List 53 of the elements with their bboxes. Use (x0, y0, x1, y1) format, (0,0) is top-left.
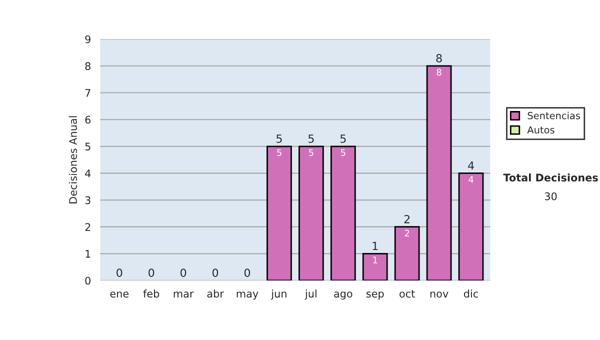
x-tick-label: abr (207, 290, 224, 298)
legend-label: Autos (527, 126, 554, 134)
y-tick-label: 0 (85, 276, 90, 285)
x-tick-label: feb (143, 290, 160, 298)
y-tick-label: 4 (85, 170, 91, 178)
total-label: 0 (180, 268, 186, 278)
bar (266, 146, 292, 280)
x-tick-label: ene (110, 292, 129, 298)
total-label: 0 (212, 268, 218, 278)
legend-label: Sentencias (528, 112, 580, 120)
x-tick-label: nov (430, 292, 448, 298)
x-tick-label: ago (334, 292, 352, 300)
data-label: 5 (309, 149, 314, 156)
y-tick-label: 2 (85, 223, 90, 231)
data-label: 1 (373, 256, 378, 264)
bar (298, 146, 324, 280)
x-tick-label: mar (174, 292, 194, 298)
total-label: 8 (436, 54, 442, 62)
total-label: 0 (244, 268, 250, 278)
total-label: 4 (468, 161, 474, 170)
y-axis-title: Decisiones Anual (68, 116, 77, 204)
bar (330, 146, 356, 280)
bar (426, 65, 452, 280)
x-tick-label: dic (464, 290, 478, 298)
x-tick-label: may (236, 292, 258, 300)
total-label: 5 (276, 134, 282, 143)
total-label: 0 (148, 268, 154, 278)
bar (458, 172, 484, 280)
total-label: 5 (340, 134, 346, 143)
y-tick-label: 6 (85, 116, 91, 124)
x-tick-label: jun (270, 290, 286, 300)
total-label: 2 (404, 214, 410, 224)
x-tick-label: oct (400, 290, 415, 298)
y-tick-label: 7 (85, 89, 90, 97)
x-tick-label: sep (366, 292, 384, 300)
data-label: 5 (340, 149, 346, 156)
total-label: 5 (308, 134, 314, 143)
total-label: 1 (372, 242, 378, 250)
data-label: 5 (277, 149, 282, 156)
bar (362, 252, 388, 280)
text: Total Decisiones (503, 173, 598, 182)
y-tick-label: 9 (85, 35, 90, 44)
text: 30 (544, 192, 557, 200)
y-tick-label: 8 (85, 62, 90, 70)
data-label: 8 (436, 68, 442, 76)
bar (394, 226, 420, 280)
data-label: 4 (468, 176, 474, 183)
data-label: 2 (404, 230, 410, 236)
total-label: 0 (116, 268, 122, 278)
y-tick-label: 1 (86, 250, 90, 258)
x-tick-label: jul (304, 290, 316, 300)
y-tick-label: 3 (85, 196, 90, 204)
y-tick-label: 5 (85, 142, 90, 150)
